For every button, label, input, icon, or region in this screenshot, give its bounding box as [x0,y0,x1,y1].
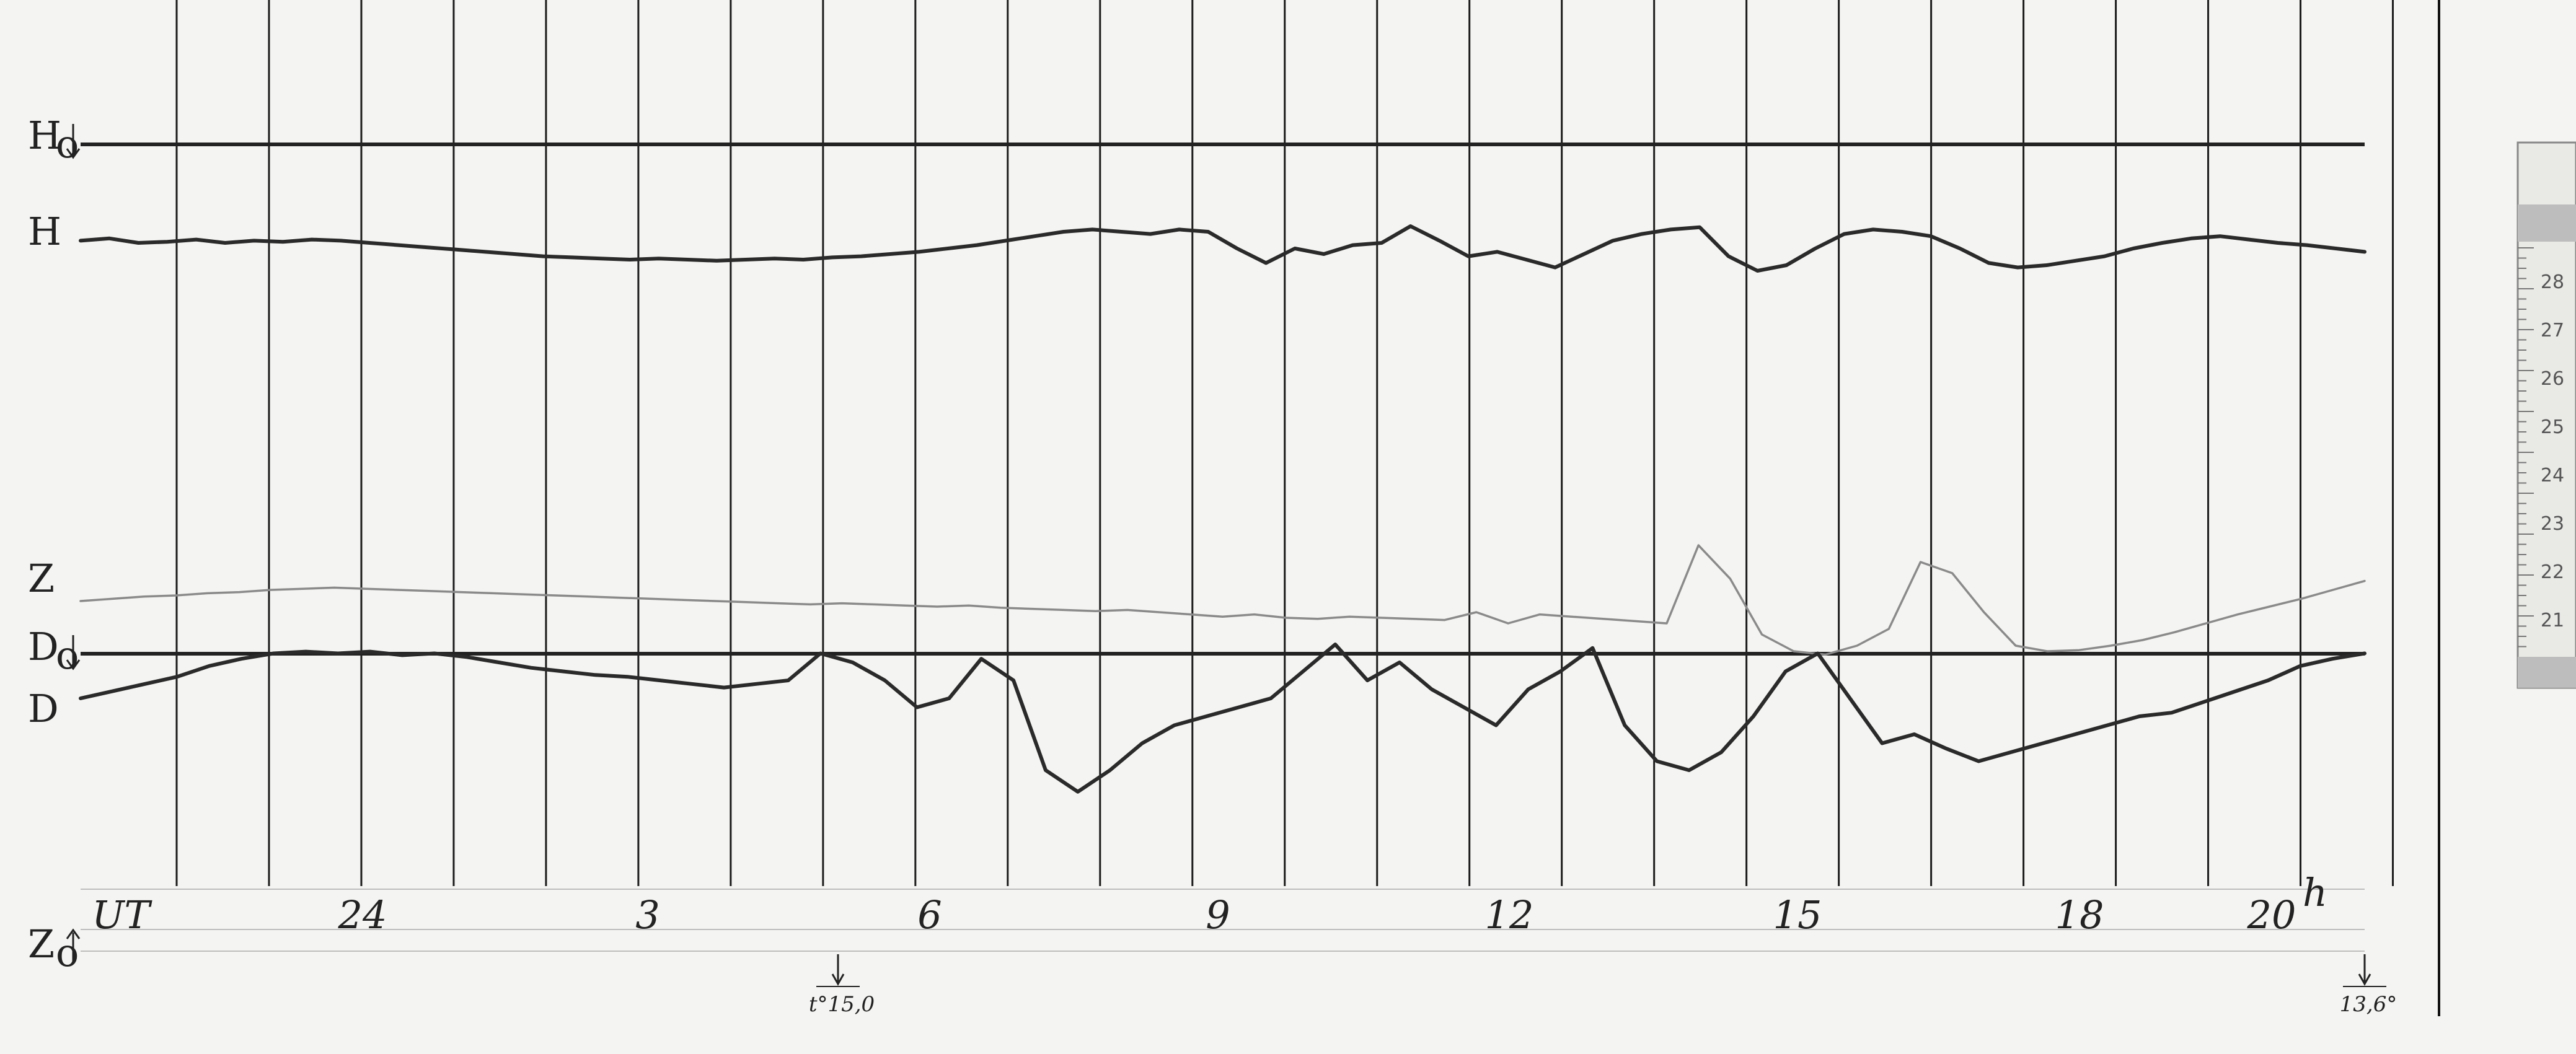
grid-lines [81,0,2440,1016]
ruler-number: 28 [2541,271,2564,293]
series-z-trace [79,544,2366,656]
ruler-number: 26 [2541,368,2564,390]
x-tick-label: 6 [917,892,942,938]
temperature-arrowhead [2358,973,2371,986]
baseline-label-subscript: o [56,633,79,678]
baseline-label-text: Z [28,921,55,967]
baseline-label-text: D [28,624,59,669]
scale-ruler: 28 27 26 25 24 23 22 21 [2516,141,2576,689]
x-tick-label: 20 [2247,892,2296,938]
ruler-number: 25 [2541,416,2564,438]
series-label-d: D [28,686,59,731]
series-d-trace [79,643,2366,794]
x-tick-label: 24 [338,892,387,938]
x-tick-hour-suffix: h [2303,870,2327,915]
baseline-arrowhead [66,659,81,670]
temperature-arrowhead [831,973,845,986]
baseline-arrowhead [66,148,81,159]
ruler-number: 22 [2541,561,2564,583]
x-tick-label: 15 [1773,892,1822,938]
baseline-label-subscript: o [56,121,79,167]
baselines [81,143,2365,656]
ruler-hatched-top [2518,204,2576,242]
x-axis-ticks: UT 24 3 6 9 12 15 18 20 h [92,870,2327,938]
series-label-h: H [28,209,61,254]
x-tick-label: 18 [2055,892,2104,938]
ruler-number: 27 [2541,320,2564,341]
baseline-arrowhead [66,928,81,939]
baseline-label-text: H [28,113,61,158]
ruler-number: 24 [2541,465,2564,486]
ruler-number: 21 [2541,610,2564,631]
x-tick-label: 9 [1206,892,1230,938]
x-tick-label: 3 [635,892,659,938]
series-label-z: Z [28,556,55,601]
ruler-number: 23 [2541,513,2564,535]
x-tick-label: 12 [1485,892,1534,938]
temperature-marks: t°15,0 13,6° [809,954,2397,1017]
baseline-label-d0: Do [28,624,81,678]
x-tick-label: UT [92,892,152,938]
temperature-label: 13,6° [2340,992,2397,1017]
temperature-label: t°15,0 [809,992,875,1017]
series-traces [79,224,2366,794]
ruler-hatched-bottom [2518,657,2576,688]
baseline-label-h0: Ho [28,113,81,167]
series-h-trace [79,224,2366,273]
